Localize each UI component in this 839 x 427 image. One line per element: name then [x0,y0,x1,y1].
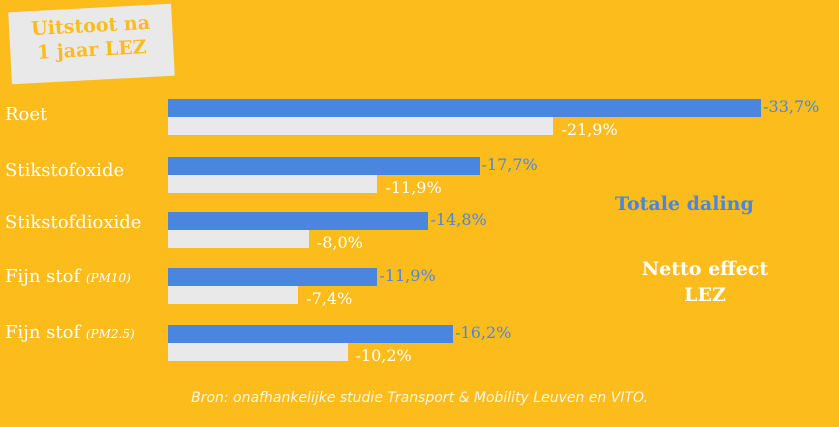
bar-totale-daling-1 [168,99,762,117]
category-label-2: Stikstofoxide [5,160,124,181]
category-label-5: Fijn stof (PM2.5) [5,322,135,343]
category-name: Roet [5,104,48,125]
category-subscript: (PM10) [85,271,131,285]
bar-totale-daling-4 [168,268,378,286]
bar-netto-effect-lez-2 [168,175,378,193]
category-name: Stikstofoxide [5,160,125,181]
bar-totale-daling-2 [168,157,480,175]
category-name: Fijn stof [5,266,81,287]
data-label-totale-daling-2: -17,7% [481,155,538,174]
category-name: Fijn stof [5,322,81,343]
bar-netto-effect-lez-1 [168,117,554,135]
source-note: Bron: onafhankelijke studie Transport & … [191,390,648,406]
bar-totale-daling-5 [168,325,454,343]
legend-net-effect: Netto effect LEZ [600,256,810,308]
legend-net-effect-line-2: LEZ [684,284,726,306]
bar-netto-effect-lez-5 [168,343,348,361]
data-label-netto-effect-lez-2: -11,9% [385,178,442,197]
category-label-4: Fijn stof (PM10) [5,266,131,287]
data-label-netto-effect-lez-1: -21,9% [561,120,618,139]
bar-netto-effect-lez-4 [168,286,299,304]
category-label-3: Stikstofdioxide [5,212,141,233]
category-subscript: (PM2.5) [85,327,135,341]
data-label-netto-effect-lez-5: -10,2% [355,346,412,365]
bar-totale-daling-3 [168,212,429,230]
category-name: Stikstofdioxide [5,212,142,233]
category-label-1: Roet [5,104,47,125]
data-label-netto-effect-lez-3: -8,0% [316,233,363,252]
data-label-netto-effect-lez-4: -7,4% [306,289,353,308]
legend-total-decline: Totale daling [615,193,754,215]
bar-netto-effect-lez-3 [168,230,309,248]
data-label-totale-daling-4: -11,9% [379,266,436,285]
legend-net-effect-line-1: Netto effect [641,258,769,280]
data-label-totale-daling-1: -33,7% [763,97,820,116]
data-label-totale-daling-3: -14,8% [430,210,487,229]
data-label-totale-daling-5: -16,2% [455,323,512,342]
